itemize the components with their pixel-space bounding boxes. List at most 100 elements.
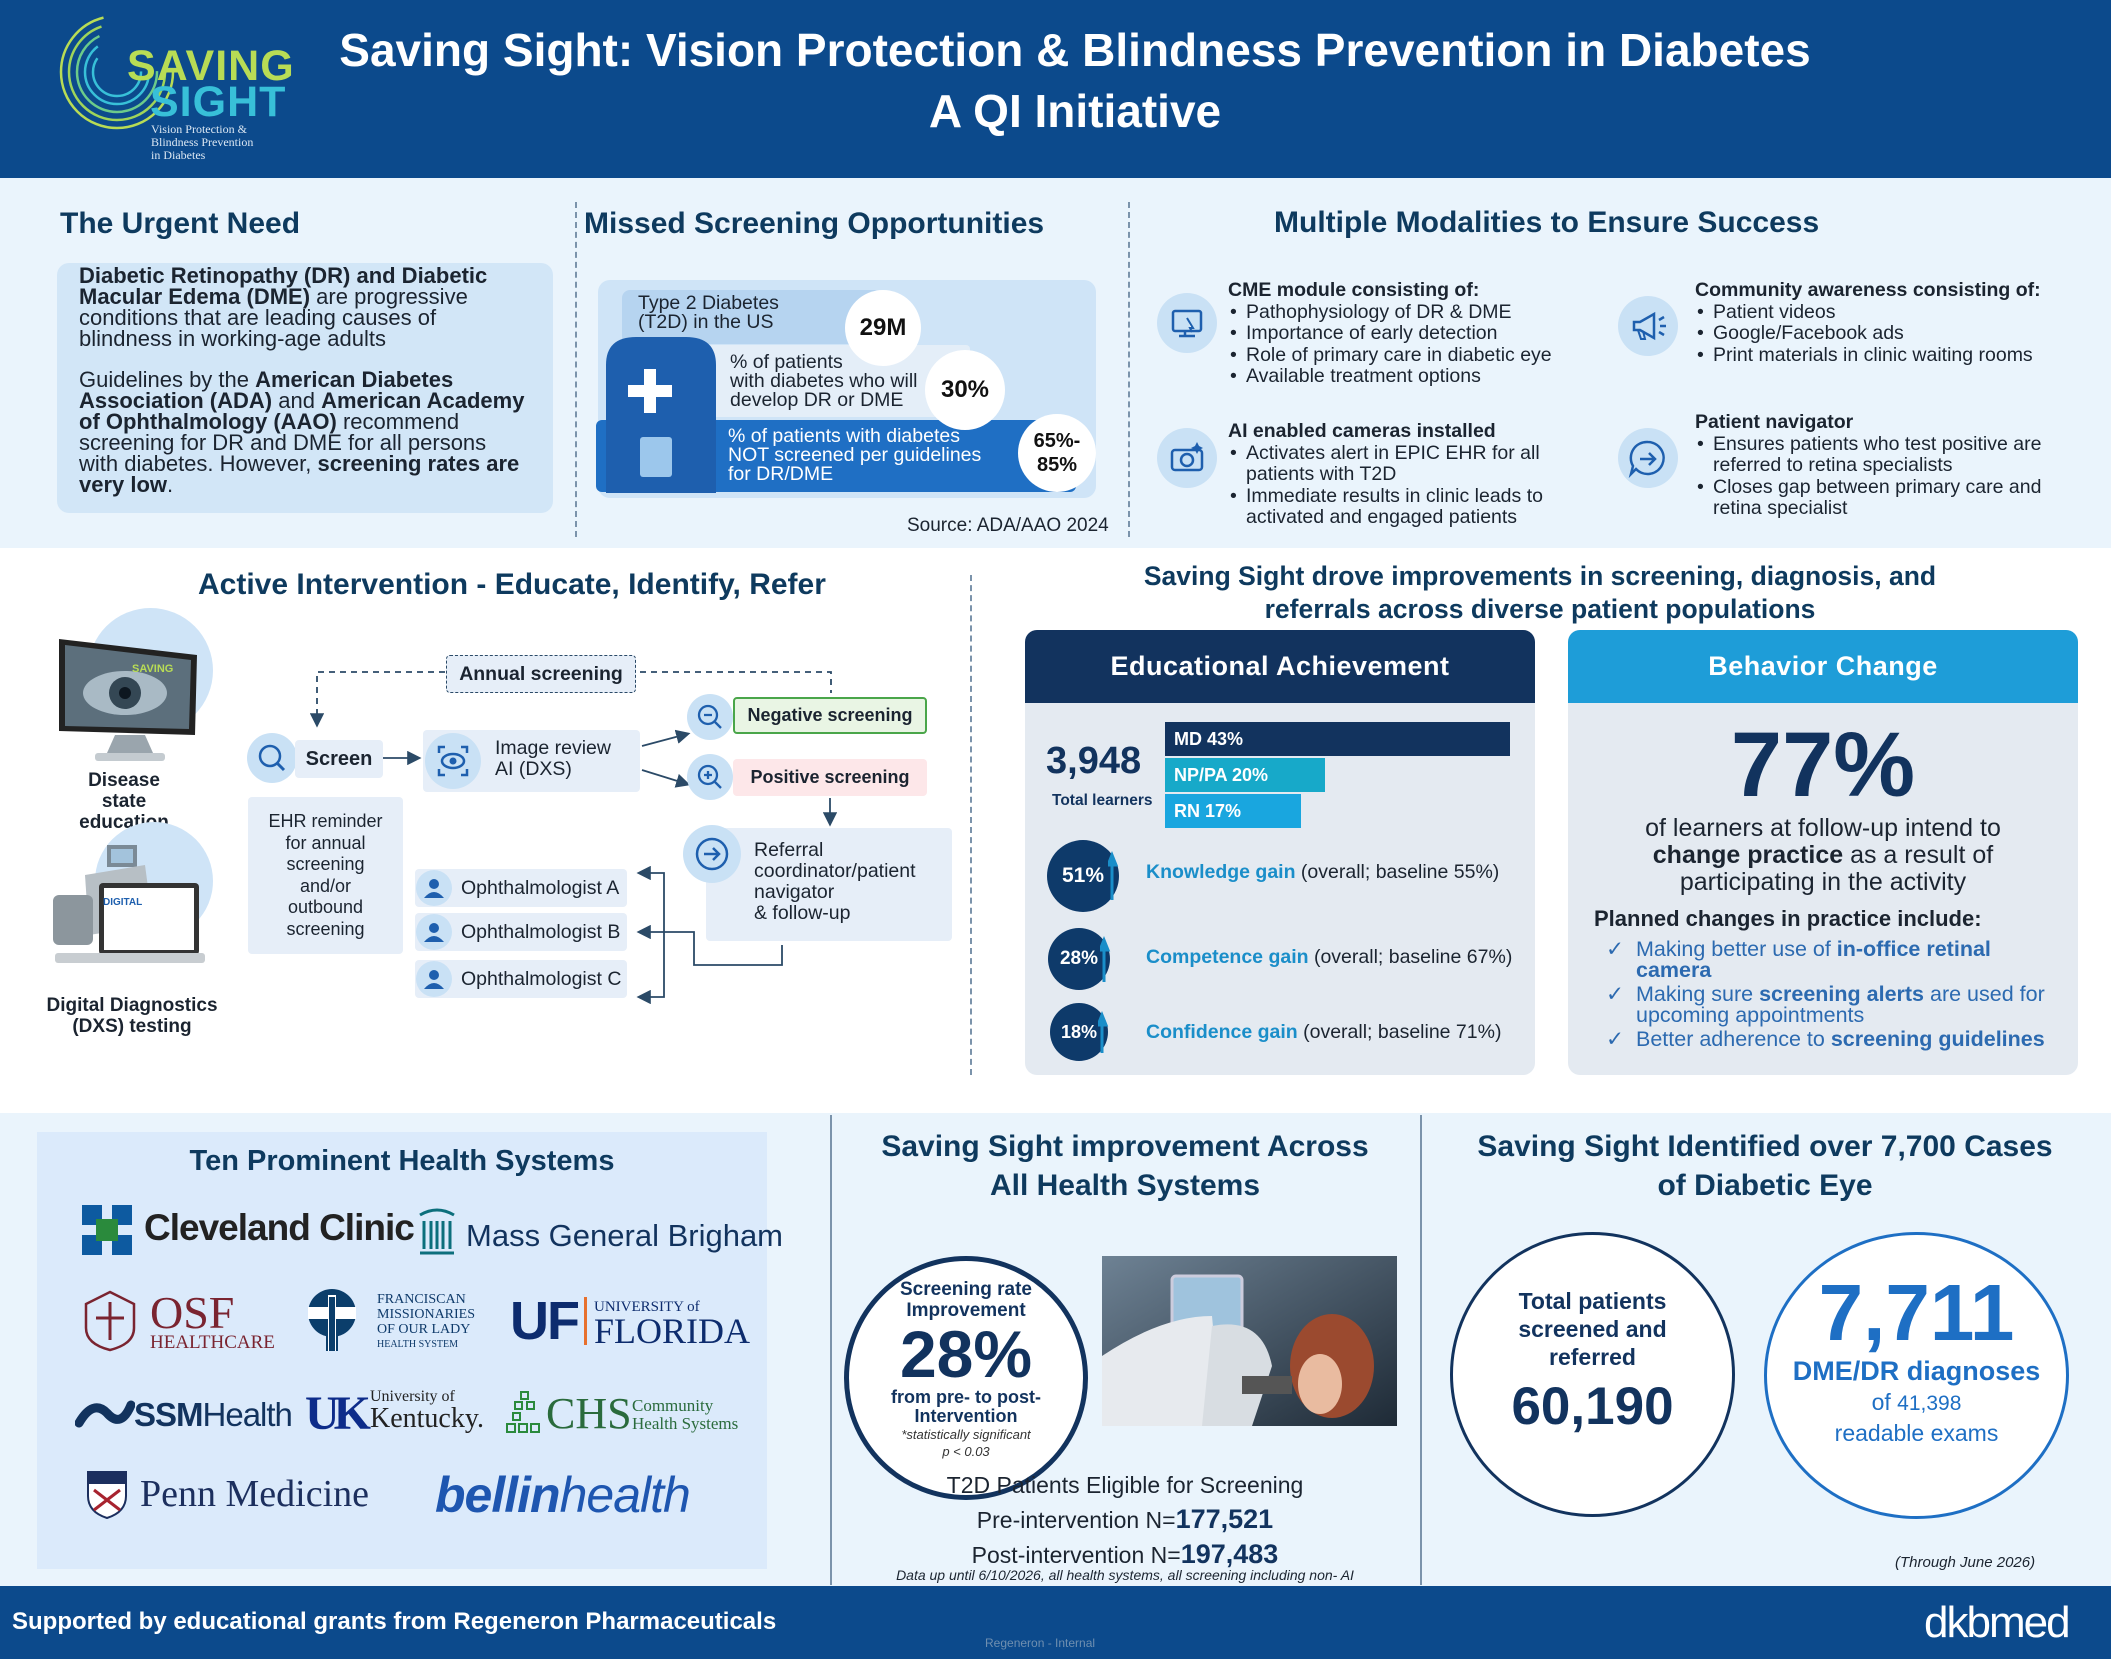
behavior-big-value: 77% <box>1730 714 1916 816</box>
eligible-patients: T2D Patients Eligible for Screening Pre-… <box>946 1472 1304 1569</box>
logo-osf: OSF <box>150 1287 235 1338</box>
referral-arrow-icon <box>683 825 741 883</box>
dkbmed-logo: dkbmed <box>1924 1598 2071 1647</box>
total-learners-label: Total learners <box>1052 792 1153 809</box>
logo-kentucky: Kentucky. <box>370 1403 485 1434</box>
learner-bar-rn: RN 17% <box>1165 794 1301 828</box>
flowchart-connectors <box>309 671 838 1005</box>
header-banner <box>0 0 2111 178</box>
missed-row-1 <box>622 290 882 344</box>
up-arrow-icon <box>1108 850 1119 900</box>
computer-click-icon <box>1157 293 1217 353</box>
check-icon: ✓ <box>1606 937 1625 961</box>
knowledge-gain-text: Knowledge gain (overall; baseline 55%) <box>1146 861 1500 883</box>
missed-heading: Missed Screening Opportunities <box>584 207 1045 240</box>
missed-row-1-label: Type 2 Diabetes (T2D) in the US <box>638 292 779 333</box>
logo-uf: UF <box>510 1291 580 1351</box>
data-note: Data up until 6/10/2026, all health syst… <box>896 1567 1354 1583</box>
eye-exam-photo <box>1102 1256 1397 1426</box>
dxs-label: Digital Diagnostics (DXS) testing <box>46 995 218 1037</box>
intervention-heading: Active Intervention - Educate, Identify,… <box>198 568 826 601</box>
competence-gain-badge: 28% <box>1048 928 1110 990</box>
internal-label: Regeneron - Internal <box>985 1636 1096 1650</box>
up-arrow-icon <box>1098 1010 1109 1053</box>
up-arrow-icon <box>1100 935 1111 982</box>
screened-referred-circle: Total patients screened and referred 60,… <box>1450 1232 1735 1517</box>
health-systems-box <box>37 1132 767 1569</box>
missed-source: Source: ADA/AAO 2024 <box>907 515 1109 536</box>
navigator-block: Patient navigator Ensures patients who t… <box>1695 411 2065 520</box>
osf-crest-icon <box>84 1290 136 1352</box>
edu-card-title: Educational Achievement <box>1025 630 1535 703</box>
penn-shield-icon <box>87 1471 127 1520</box>
ssm-mark-icon <box>75 1400 135 1428</box>
missed-value-65-85: 65%- 85% <box>1018 414 1096 492</box>
megaphone-icon <box>1618 296 1678 356</box>
franciscan-cross-icon <box>308 1289 356 1351</box>
divider <box>575 202 577 537</box>
logo-osf-healthcare: HEALTHCARE <box>150 1332 275 1353</box>
logo-word-1: SAVING <box>127 42 295 90</box>
logo-ssm-health: SSMHealth <box>134 1396 293 1433</box>
divider <box>830 1115 832 1585</box>
identified-heading: Saving Sight Identified over 7,700 Cases… <box>1477 1130 2053 1202</box>
referral-label: Referral coordinator/patient navigator & fo… <box>754 839 916 924</box>
search-icon <box>247 733 297 783</box>
positive-screening-box: Positive screening <box>733 759 927 796</box>
cleveland-clinic-mark-icon <box>82 1205 132 1255</box>
confidence-gain-badge: 18% <box>1050 1003 1108 1061</box>
person-icon <box>416 914 452 950</box>
logo-uf-university: UNIVERSITY of <box>594 1299 700 1315</box>
ehr-reminder-box: EHR reminder for annual screening and/or out… <box>248 797 403 954</box>
medical-building-icon <box>606 337 716 493</box>
divider <box>970 575 972 1075</box>
missed-value-30: 30% <box>925 350 1005 430</box>
through-date: (Through June 2026) <box>1895 1554 2036 1571</box>
logo-franciscan: FRANCISCAN MISSIONARIES OF OUR LADY HEALTH … <box>377 1292 476 1350</box>
ophthalmologist-label: Ophthalmologist A <box>461 877 620 899</box>
diagnoses-circle: 7,711 DME/DR diagnoses of 41,398 readabl… <box>1764 1232 2069 1519</box>
learner-bar-md: MD 43% <box>1165 722 1510 756</box>
check-icon: ✓ <box>1606 982 1625 1006</box>
negative-screening-box: Negative screening <box>733 697 927 734</box>
total-learners-value: 3,948 <box>1046 740 1142 782</box>
missed-value-29m: 29M <box>845 290 921 366</box>
results-heading: Saving Sight drove improvements in scree… <box>1143 561 1937 624</box>
modalities-heading: Multiple Modalities to Ensure Success <box>1274 206 1820 239</box>
beh-card-title: Behavior Change <box>1568 630 2078 703</box>
chs-mark-icon <box>506 1391 540 1433</box>
systems-heading: Ten Prominent Health Systems <box>189 1145 615 1177</box>
retinal-camera-icon <box>53 845 205 963</box>
mgb-mark-icon <box>419 1208 455 1255</box>
person-icon <box>416 961 452 997</box>
chat-arrow-icon <box>1618 428 1678 488</box>
logo-tagline: Vision Protection & Blindness Prevention i… <box>151 122 254 162</box>
planned-changes-heading: Planned changes in practice include: <box>1594 906 1982 931</box>
ai-block: AI enabled cameras installed Activates a… <box>1228 420 1568 529</box>
footer-bar <box>0 1586 2111 1659</box>
knowledge-gain-badge: 51% <box>1047 840 1119 912</box>
check-icon: ✓ <box>1606 1027 1625 1051</box>
divider <box>1420 1115 1422 1585</box>
annual-screening-box: Annual screening <box>446 655 636 693</box>
screening-improvement-circle: Screening rate Improvement 28% from pre-… <box>844 1256 1088 1500</box>
logo-cleveland-clinic: Cleveland Clinic <box>144 1207 415 1248</box>
uf-divider <box>584 1297 587 1345</box>
missed-row-2-label: % of patients with diabetes who will devel… <box>730 351 918 411</box>
planned-changes-list: ✓ Making better use of in-office retinal c… <box>1606 937 2045 1051</box>
ophthalmologist-label: Ophthalmologist B <box>461 921 621 943</box>
logo-mass-general-brigham: Mass General Brigham <box>466 1218 784 1253</box>
device-logo-text: DIGITAL <box>103 897 143 908</box>
page-title: Saving Sight: Vision Protection & Blindn… <box>339 24 1811 137</box>
logo-chs-name: Community Health Systems <box>632 1396 739 1433</box>
behavior-change-card: Behavior Change <box>1568 630 2078 1075</box>
improvement-heading: Saving Sight improvement Across All Healt… <box>881 1130 1369 1202</box>
zoom-out-icon <box>687 694 733 740</box>
logo-penn-medicine: Penn Medicine <box>140 1473 370 1515</box>
support-statement: Supported by educational grants from Reg… <box>12 1608 777 1635</box>
cme-block: CME module consisting of: Pathophysiolog… <box>1228 279 1552 388</box>
monitor-eye-icon <box>59 639 197 761</box>
monitor-logo-text: SAVING <box>132 663 174 675</box>
logo-uk-university: University of <box>370 1388 455 1405</box>
person-icon <box>416 870 452 906</box>
